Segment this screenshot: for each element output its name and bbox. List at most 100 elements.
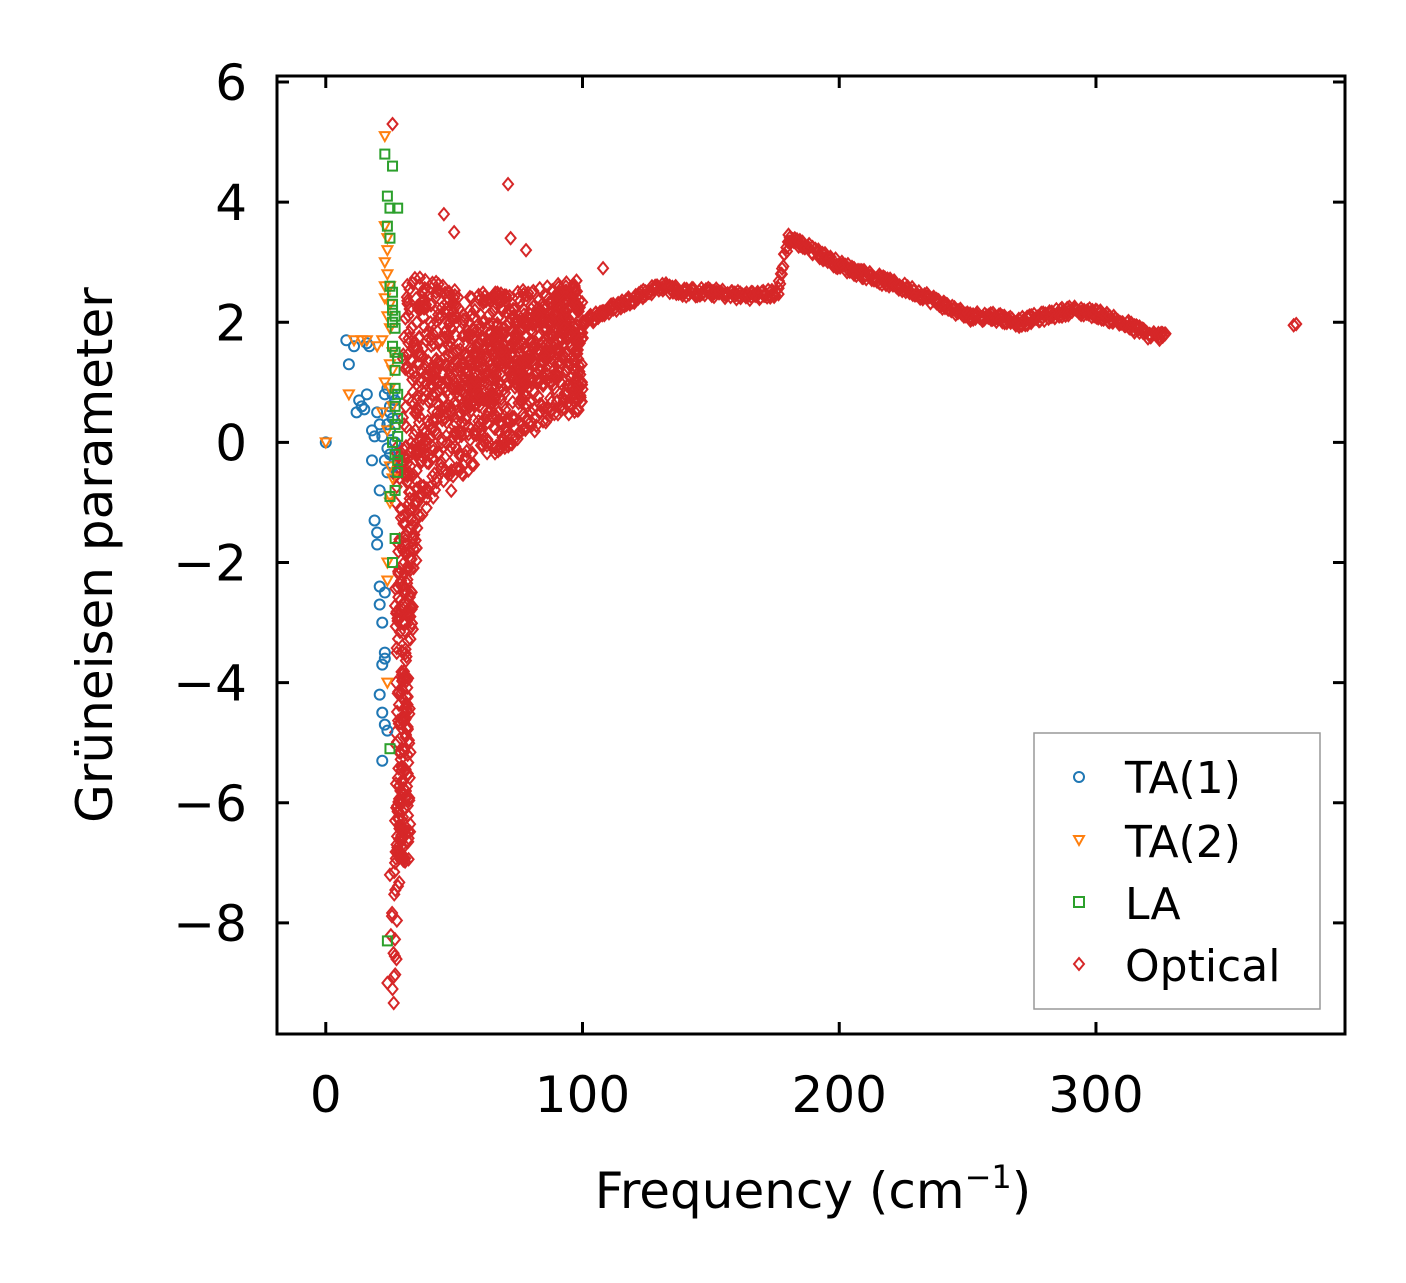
optical-point [515, 338, 528, 354]
optical-point [572, 377, 585, 393]
optical-point [392, 811, 405, 827]
optical-point [390, 704, 404, 720]
optical-point [399, 727, 413, 743]
optical-point [434, 307, 448, 323]
optical-point [552, 341, 566, 357]
ticks-layer: 0 100 200 300 6 4 2 0 −2 −4 −6 −8 [173, 54, 1345, 1124]
la-point [384, 743, 396, 755]
optical-point [408, 334, 421, 350]
optical-point [401, 468, 414, 484]
optical-point [398, 532, 412, 548]
optical-point [570, 318, 584, 334]
optical-point [412, 401, 425, 417]
optical-point [449, 327, 462, 343]
optical-point [395, 667, 409, 683]
optical-point [536, 334, 549, 350]
optical-point [521, 348, 535, 364]
ta1-point [371, 538, 384, 551]
la-point [392, 202, 404, 214]
optical-point [468, 344, 481, 360]
optical-point [390, 640, 404, 656]
optical-point [453, 369, 467, 385]
optical-point [418, 285, 432, 301]
optical-point [395, 501, 408, 517]
ta2-point [380, 575, 395, 588]
optical-point [559, 349, 572, 366]
optical-point [548, 380, 561, 396]
optical-point [772, 286, 785, 302]
la-point [384, 280, 396, 292]
la-point [389, 364, 401, 376]
legend-marker-la [1073, 896, 1085, 908]
optical-point [439, 428, 453, 444]
optical-point [392, 543, 405, 560]
la-point [384, 202, 396, 214]
la-point [387, 160, 399, 172]
optical-point [400, 419, 413, 435]
optical-point [460, 443, 473, 459]
la-point [381, 935, 393, 947]
ta2-point [383, 461, 397, 474]
la-point [387, 340, 399, 352]
optical-point [428, 466, 441, 482]
ta2-point [383, 359, 397, 372]
optical-point [459, 379, 473, 395]
optical-point [457, 308, 470, 324]
optical-point [383, 867, 397, 883]
optical-point [419, 359, 433, 375]
optical-point [412, 346, 426, 362]
la-point [387, 316, 399, 328]
optical-point [472, 287, 485, 303]
optical-point [453, 462, 466, 479]
optical-point [404, 631, 417, 647]
optical-point [419, 367, 433, 383]
ta2-point [383, 497, 397, 510]
legend: TA(1) TA(2) LA Optical [1033, 732, 1321, 1010]
optical-point [395, 685, 408, 701]
optical-point [424, 420, 438, 436]
la-point [392, 466, 404, 478]
optical-point [471, 383, 484, 399]
optical-point [454, 425, 468, 441]
optical-point [571, 342, 585, 358]
optical-point [397, 565, 411, 581]
optical-point [572, 333, 585, 349]
optical-point [560, 378, 574, 394]
ta2-point [378, 131, 392, 144]
legend-frame [1033, 732, 1321, 1010]
optical-point [407, 364, 421, 381]
optical-point [406, 275, 419, 291]
optical-point [486, 371, 500, 387]
y-tick-label: 2 [215, 294, 247, 352]
optical-point [494, 378, 507, 394]
optical-point [1287, 317, 1300, 333]
la-point [389, 322, 401, 334]
ta1-point [381, 724, 394, 737]
optical-point [411, 388, 424, 404]
optical-point [417, 309, 430, 325]
optical-point [501, 176, 515, 192]
optical-point [407, 339, 420, 355]
ta2-point [347, 335, 361, 348]
la-point [392, 388, 404, 400]
optical-point [399, 710, 413, 726]
optical-point [436, 278, 450, 294]
optical-point [406, 372, 419, 388]
optical-point [389, 580, 402, 597]
optical-point [544, 404, 558, 420]
optical-point [519, 242, 533, 258]
ta1-point [378, 454, 391, 467]
optical-point [398, 536, 412, 552]
ta1-point [368, 430, 381, 443]
la-point [389, 310, 401, 322]
optical-point [401, 788, 414, 804]
optical-point [540, 279, 554, 295]
optical-point [545, 328, 559, 344]
optical-point [398, 623, 412, 639]
ta2-point [380, 677, 395, 690]
optical-point [527, 298, 540, 315]
la-point [392, 412, 404, 424]
la-point [389, 418, 401, 430]
la-point [379, 148, 391, 160]
optical-point [467, 328, 481, 344]
